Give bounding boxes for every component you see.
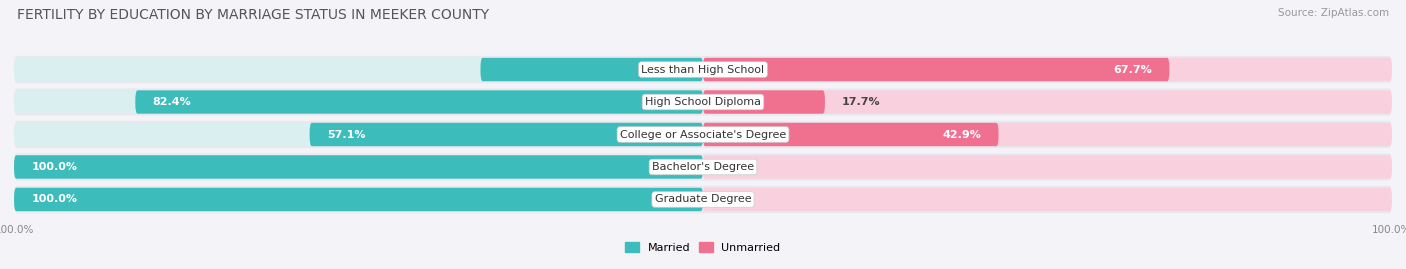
FancyBboxPatch shape — [14, 155, 703, 179]
Text: 0.0%: 0.0% — [720, 194, 751, 204]
Text: High School Diploma: High School Diploma — [645, 97, 761, 107]
Text: Less than High School: Less than High School — [641, 65, 765, 75]
FancyBboxPatch shape — [14, 58, 703, 81]
Text: FERTILITY BY EDUCATION BY MARRIAGE STATUS IN MEEKER COUNTY: FERTILITY BY EDUCATION BY MARRIAGE STATU… — [17, 8, 489, 22]
FancyBboxPatch shape — [14, 89, 1392, 116]
FancyBboxPatch shape — [703, 155, 1392, 179]
Text: 57.1%: 57.1% — [326, 129, 366, 140]
Text: 0.0%: 0.0% — [720, 162, 751, 172]
FancyBboxPatch shape — [703, 90, 825, 114]
FancyBboxPatch shape — [703, 188, 1392, 211]
FancyBboxPatch shape — [703, 123, 1392, 146]
Text: 42.9%: 42.9% — [942, 129, 981, 140]
Text: Graduate Degree: Graduate Degree — [655, 194, 751, 204]
FancyBboxPatch shape — [14, 123, 703, 146]
Legend: Married, Unmarried: Married, Unmarried — [626, 242, 780, 253]
Text: 100.0%: 100.0% — [31, 162, 77, 172]
FancyBboxPatch shape — [14, 90, 703, 114]
FancyBboxPatch shape — [703, 90, 1392, 114]
Text: 100.0%: 100.0% — [31, 194, 77, 204]
FancyBboxPatch shape — [14, 186, 1392, 213]
FancyBboxPatch shape — [14, 188, 703, 211]
FancyBboxPatch shape — [14, 153, 1392, 180]
FancyBboxPatch shape — [135, 90, 703, 114]
Text: College or Associate's Degree: College or Associate's Degree — [620, 129, 786, 140]
FancyBboxPatch shape — [481, 58, 703, 81]
FancyBboxPatch shape — [14, 155, 703, 179]
FancyBboxPatch shape — [14, 188, 703, 211]
FancyBboxPatch shape — [703, 123, 998, 146]
Text: 67.7%: 67.7% — [1114, 65, 1152, 75]
FancyBboxPatch shape — [14, 56, 1392, 83]
Text: Bachelor's Degree: Bachelor's Degree — [652, 162, 754, 172]
FancyBboxPatch shape — [14, 121, 1392, 148]
Text: 82.4%: 82.4% — [152, 97, 191, 107]
FancyBboxPatch shape — [703, 58, 1170, 81]
FancyBboxPatch shape — [703, 58, 1392, 81]
Text: 17.7%: 17.7% — [842, 97, 880, 107]
Text: Source: ZipAtlas.com: Source: ZipAtlas.com — [1278, 8, 1389, 18]
Text: 32.3%: 32.3% — [644, 65, 682, 75]
FancyBboxPatch shape — [309, 123, 703, 146]
